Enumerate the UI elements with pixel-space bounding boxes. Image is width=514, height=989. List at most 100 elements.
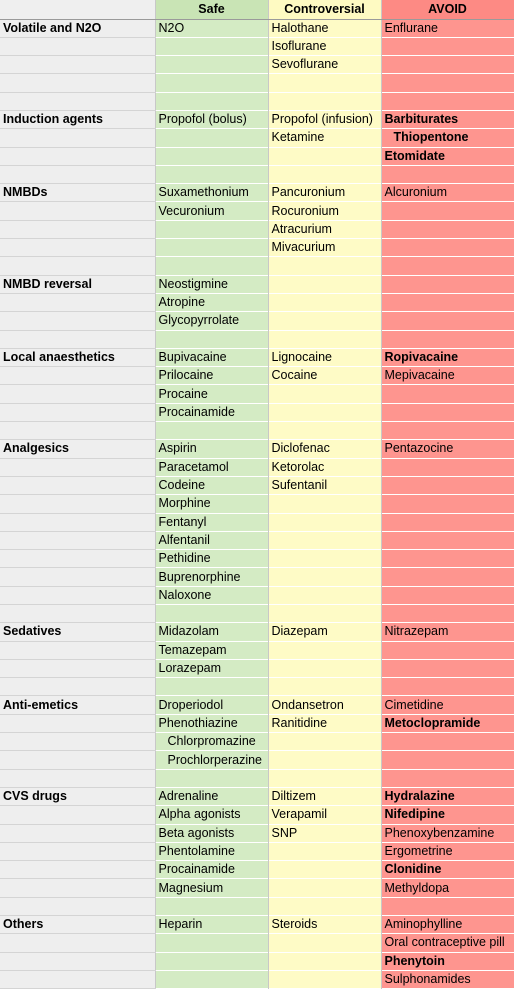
category-cell <box>0 293 156 313</box>
table-row: Sulphonamides <box>0 970 514 989</box>
table-row: Isoflurane <box>0 37 514 57</box>
controversial-cell <box>268 494 382 514</box>
safe-cell: Procainamide <box>155 860 269 879</box>
controversial-cell <box>268 641 382 660</box>
safe-cell <box>155 769 269 788</box>
controversial-cell: Sevoflurane <box>268 55 382 74</box>
category-cell <box>0 128 156 148</box>
avoid-cell <box>381 494 514 514</box>
category-cell <box>0 732 156 752</box>
avoid-cell: Nifedipine <box>381 805 514 825</box>
safe-cell: Temazepam <box>155 641 269 660</box>
safe-cell: Beta agonists <box>155 824 269 843</box>
avoid-cell: Sulphonamides <box>381 970 514 989</box>
safe-cell: Magnesium <box>155 878 269 898</box>
avoid-cell: Ropivacaine <box>381 348 514 367</box>
avoid-cell <box>381 37 514 56</box>
category-cell <box>0 531 156 551</box>
category-cell: CVS drugs <box>0 787 156 807</box>
table-row <box>0 73 514 93</box>
safe-cell: Procaine <box>155 384 269 404</box>
controversial-cell <box>268 531 382 550</box>
controversial-cell <box>268 659 382 678</box>
controversial-cell <box>268 842 382 861</box>
safe-cell: Codeine <box>155 476 269 495</box>
safe-cell: Droperiodol <box>155 695 269 715</box>
safe-cell <box>155 604 269 623</box>
avoid-cell: Phenytoin <box>381 952 514 971</box>
category-cell <box>0 659 156 679</box>
avoid-cell: Ergometrine <box>381 842 514 861</box>
safe-cell: Naloxone <box>155 586 269 605</box>
category-cell: Volatile and N2O <box>0 19 156 38</box>
safe-cell <box>155 220 269 239</box>
avoid-cell <box>381 659 514 678</box>
category-cell <box>0 476 156 496</box>
table-row: Induction agents Propofol (bolus) Propofol… <box>0 110 514 130</box>
category-cell: Others <box>0 915 156 935</box>
table-row: Atropine <box>0 293 514 313</box>
table-row: Prilocaine Cocaine Mepivacaine <box>0 366 514 386</box>
safe-cell <box>155 37 269 56</box>
controversial-cell <box>268 311 382 331</box>
table-row: Alpha agonists Verapamil Nifedipine <box>0 805 514 825</box>
avoid-cell <box>381 256 514 276</box>
avoid-cell: Phenoxybenzamine <box>381 824 514 843</box>
avoid-cell <box>381 165 514 184</box>
safe-cell: Adrenaline <box>155 787 269 806</box>
category-cell <box>0 549 156 569</box>
table-row: Beta agonists SNP Phenoxybenzamine <box>0 824 514 843</box>
avoid-cell <box>381 897 514 916</box>
controversial-cell <box>268 513 382 532</box>
avoid-cell <box>381 750 514 770</box>
controversial-cell: Halothane <box>268 19 382 38</box>
table-row: Paracetamol Ketorolac <box>0 458 514 477</box>
category-cell: Local anaesthetics <box>0 348 156 368</box>
table-row: Sevoflurane <box>0 55 514 75</box>
avoid-cell <box>381 586 514 605</box>
controversial-cell <box>268 952 382 971</box>
avoid-cell <box>381 421 514 440</box>
safe-cell: Suxamethonium <box>155 183 269 202</box>
safe-cell <box>155 92 269 111</box>
category-cell <box>0 641 156 660</box>
category-cell <box>0 567 156 587</box>
category-cell: Sedatives <box>0 622 156 642</box>
category-cell <box>0 330 156 349</box>
table-row: Anti-emetics Droperiodol Ondansetron Cimeti… <box>0 695 514 715</box>
table-row: Buprenorphine <box>0 567 514 587</box>
safe-cell <box>155 421 269 440</box>
controversial-cell <box>268 604 382 623</box>
controversial-cell <box>268 73 382 93</box>
avoid-cell <box>381 604 514 623</box>
controversial-cell: SNP <box>268 824 382 843</box>
category-cell <box>0 604 156 624</box>
table-row <box>0 677 514 697</box>
controversial-cell: Diltizem <box>268 787 382 806</box>
controversial-cell <box>268 403 382 422</box>
header-row: Safe Controversial AVOID <box>0 0 514 20</box>
category-cell <box>0 403 156 423</box>
controversial-cell: Ketamine <box>268 128 382 148</box>
table-row: NMBD reversal Neostigmine <box>0 275 514 294</box>
table-row: Phenothiazine Ranitidine Metoclopramide <box>0 714 514 734</box>
avoid-cell: Oral contraceptive pill <box>381 933 514 953</box>
safe-cell <box>155 330 269 349</box>
category-cell <box>0 37 156 57</box>
category-cell <box>0 714 156 734</box>
avoid-cell: Methyldopa <box>381 878 514 898</box>
table-row: Fentanyl <box>0 513 514 532</box>
safe-cell <box>155 147 269 166</box>
safe-cell: N2O <box>155 19 269 38</box>
avoid-cell: Etomidate <box>381 147 514 166</box>
avoid-cell <box>381 311 514 331</box>
category-cell: Induction agents <box>0 110 156 130</box>
safe-cell: Atropine <box>155 293 269 312</box>
header-controversial: Controversial <box>268 0 382 20</box>
category-cell <box>0 878 156 898</box>
controversial-cell <box>268 933 382 953</box>
avoid-cell: Barbiturates <box>381 110 514 129</box>
safe-cell: Fentanyl <box>155 513 269 532</box>
controversial-cell: Ranitidine <box>268 714 382 733</box>
avoid-cell: Nitrazepam <box>381 622 514 642</box>
